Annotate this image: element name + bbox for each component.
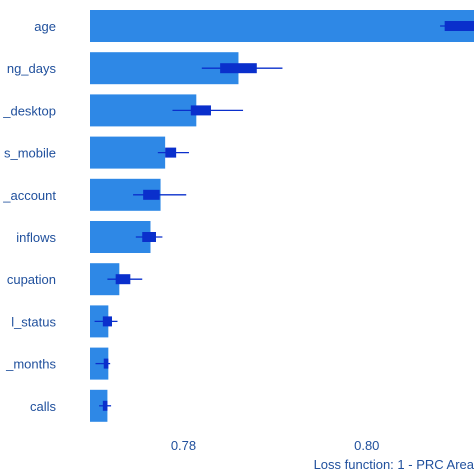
category-label-3: s_mobile: [4, 146, 56, 161]
x-axis-title: Loss function: 1 - PRC Area: [314, 457, 474, 472]
box-6: [115, 274, 131, 285]
category-label-1: ng_days: [7, 61, 57, 76]
category-labels: age ng_days _desktop s_mobile _accountinflow…: [2, 19, 56, 414]
box-3: [165, 147, 177, 158]
bar-3: [90, 136, 166, 169]
category-label-8: _months: [5, 357, 56, 372]
category-label-4: _account: [2, 188, 56, 203]
box-4: [143, 189, 160, 200]
box-1: [220, 63, 257, 74]
box-5: [142, 232, 156, 242]
bar-9: [90, 389, 108, 422]
bar-0: [90, 10, 474, 42]
box-0: [444, 21, 474, 31]
category-label-5: inflows: [16, 230, 56, 245]
box-9: [102, 400, 108, 411]
category-label-7: l_status: [11, 314, 56, 329]
x-tick-label-1: 0.80: [354, 438, 379, 453]
x-tick-label-0: 0.78: [171, 438, 196, 453]
category-label-0: age: [34, 19, 56, 34]
box-7: [102, 316, 112, 327]
category-label-6: cupation: [7, 272, 56, 287]
bars-layer: [90, 10, 474, 422]
x-axis-ticks: 0.78 0.80: [171, 438, 380, 453]
box-8: [103, 358, 109, 369]
category-label-9: calls: [30, 399, 57, 414]
category-label-2: _desktop: [2, 103, 56, 118]
box-2: [190, 105, 211, 116]
boxplots-layer: [94, 21, 474, 411]
